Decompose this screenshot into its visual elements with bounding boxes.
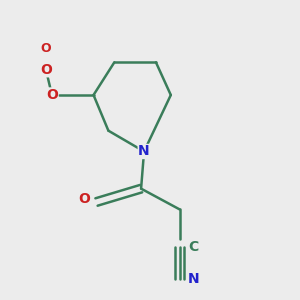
Text: C: C bbox=[188, 240, 198, 254]
Text: O: O bbox=[41, 42, 51, 56]
Text: O: O bbox=[46, 88, 58, 102]
Text: O: O bbox=[79, 192, 91, 206]
Text: N: N bbox=[138, 145, 150, 158]
Text: N: N bbox=[187, 272, 199, 286]
Text: O: O bbox=[40, 63, 52, 77]
